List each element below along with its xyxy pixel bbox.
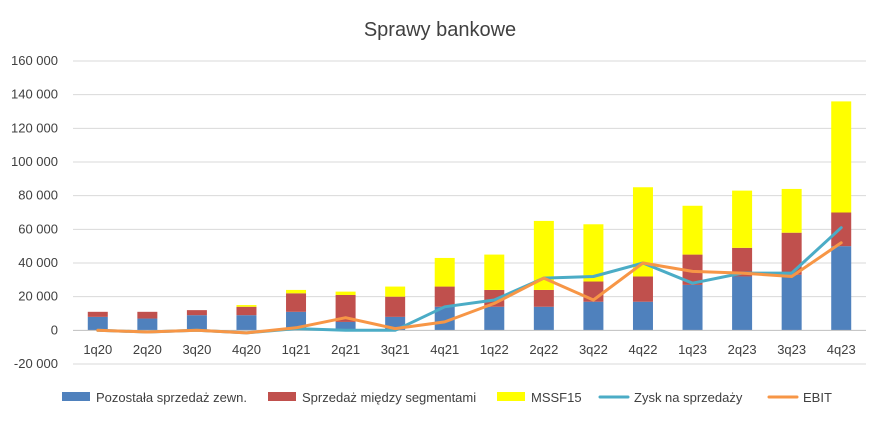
bar-segment (434, 257, 455, 287)
x-axis-ticks: 1q20 2q20 3q20 4q20 1q21 2q21 3q21 4q21 1q22 2q22… (83, 342, 855, 357)
y-tick-label: 160 000 (11, 53, 58, 68)
bar-segment (137, 318, 158, 331)
x-tick-label: 4q22 (629, 342, 658, 357)
bar-segment (781, 232, 802, 275)
bar-segment (632, 301, 653, 331)
legend-label: EBIT (803, 390, 832, 405)
bar-segment (385, 286, 406, 297)
y-tick-label: 140 000 (11, 87, 58, 102)
y-tick-label: 80 000 (18, 188, 58, 203)
series-line (96, 241, 843, 335)
x-tick-label: 1q22 (480, 342, 509, 357)
x-tick-label: 2q21 (331, 342, 360, 357)
bar-segment (781, 274, 802, 331)
bar-segment (632, 276, 653, 302)
bar-segment (583, 224, 604, 282)
y-tick-label: 0 (51, 322, 58, 337)
bar-segment (236, 305, 257, 307)
bar-segment (434, 286, 455, 307)
bar-segment (583, 301, 604, 331)
bar-segment (286, 293, 307, 312)
bar-segment (335, 294, 356, 322)
x-tick-label: 1q21 (282, 342, 311, 357)
x-tick-label: 4q23 (827, 342, 856, 357)
bar-segment (186, 310, 207, 316)
y-axis-ticks: -20 000 0 20 000 40 000 60 000 80 000 100 000 1… (11, 53, 58, 371)
bar-segment (87, 316, 108, 331)
bar-segment (186, 315, 207, 331)
x-tick-label: 3q23 (777, 342, 806, 357)
legend-swatch (268, 392, 296, 401)
bar-segment (732, 276, 753, 331)
y-tick-label: 40 000 (18, 255, 58, 270)
bars (87, 101, 852, 331)
bar-segment (732, 247, 753, 277)
bar-segment (682, 254, 703, 285)
bar-segment (831, 101, 852, 213)
x-tick-label: 3q22 (579, 342, 608, 357)
bar-segment (335, 321, 356, 331)
y-tick-label: 120 000 (11, 120, 58, 135)
bar-segment (286, 289, 307, 294)
x-tick-label: 2q22 (529, 342, 558, 357)
bar-segment (632, 187, 653, 277)
bar-segment (533, 289, 554, 307)
bar-segment (236, 306, 257, 316)
chart-title: Sprawy bankowe (364, 19, 516, 41)
bar-segment (682, 205, 703, 255)
bar-segment (533, 220, 554, 290)
legend-swatch (497, 392, 525, 401)
x-tick-label: 2q20 (133, 342, 162, 357)
y-tick-label: 60 000 (18, 221, 58, 236)
legend: Pozostała sprzedaż zewn. Sprzedaż między … (62, 390, 832, 405)
x-tick-label: 3q21 (381, 342, 410, 357)
bar-segment (781, 188, 802, 233)
bar-segment (137, 311, 158, 319)
bar-segment (236, 315, 257, 331)
legend-swatch (62, 392, 90, 401)
bar-segment (385, 296, 406, 317)
gridlines (73, 60, 866, 365)
x-tick-label: 2q23 (728, 342, 757, 357)
lines (96, 226, 843, 335)
bar-segment (831, 246, 852, 331)
legend-label: Sprzedaż między segmentami (302, 390, 476, 405)
bar-segment (335, 291, 356, 295)
x-tick-label: 1q23 (678, 342, 707, 357)
x-tick-label: 4q20 (232, 342, 261, 357)
bar-segment (484, 289, 505, 307)
x-tick-label: 1q20 (83, 342, 112, 357)
bar-segment (484, 254, 505, 290)
bar-segment (533, 306, 554, 331)
y-tick-label: -20 000 (14, 356, 58, 371)
legend-label: Pozostała sprzedaż zewn. (96, 390, 247, 405)
bar-segment (434, 306, 455, 331)
bar-segment (484, 306, 505, 331)
x-tick-label: 4q21 (430, 342, 459, 357)
legend-label: MSSF15 (531, 390, 582, 405)
bar-segment (682, 284, 703, 331)
y-tick-label: 100 000 (11, 154, 58, 169)
y-tick-label: 20 000 (18, 289, 58, 304)
bar-segment (732, 190, 753, 248)
bar-segment (87, 311, 108, 317)
x-tick-label: 3q20 (182, 342, 211, 357)
legend-label: Zysk na sprzedaży (634, 390, 743, 405)
